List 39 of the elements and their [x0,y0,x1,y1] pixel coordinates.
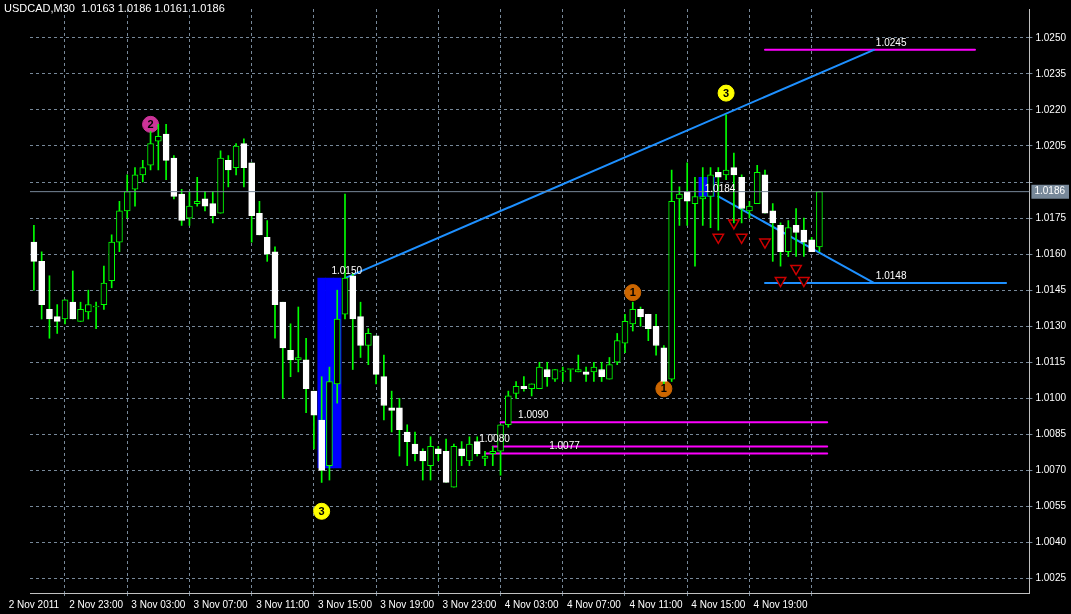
ref-line-label: 1.0186 [1034,185,1066,197]
y-tick-label: 1.0115 [1035,356,1066,368]
y-tick-label: 1.0220 [1035,103,1067,115]
annotation: 3 [318,504,325,517]
y-tick-label: 1.0040 [1035,536,1067,548]
annotation: 1 [660,382,667,395]
y-tick-label: 1.0130 [1035,319,1067,331]
x-tick-label: 4 Nov 07:00 [566,598,622,610]
annotation: 1.0148 [875,269,907,281]
y-tick-label: 1.0070 [1035,464,1067,476]
x-tick-label: 3 Nov 03:00 [131,598,186,610]
annotation: 3 [723,86,730,99]
y-tick-label: 1.0100 [1035,392,1067,404]
x-tick-label: 2 Nov 2011 [8,598,60,610]
annotation: 1.0077 [549,440,581,452]
annotation: 2 [147,117,154,130]
annotation: 1.0090 [518,409,550,421]
x-tick-label: 2 Nov 23:00 [69,598,124,610]
x-tick-label: 4 Nov 03:00 [504,598,560,610]
chart-title: USDCAD,M30 1.0163 1.0186 1.0161 1.0186 [4,2,225,14]
y-tick-label: 1.0160 [1035,247,1067,259]
x-tick-label: 4 Nov 11:00 [629,598,684,610]
y-tick-label: 1.0205 [1035,139,1067,151]
x-tick-label: 4 Nov 19:00 [753,598,808,610]
x-tick-label: 3 Nov 15:00 [318,598,373,610]
x-tick-label: 3 Nov 07:00 [193,598,248,610]
y-tick-label: 1.0055 [1035,500,1067,512]
annotation: 1 [629,286,636,299]
y-tick-label: 1.0085 [1035,428,1067,440]
annotation: 1.0245 [875,36,907,48]
x-tick-label: 3 Nov 19:00 [380,598,435,610]
y-tick-label: 1.0235 [1035,67,1067,79]
y-tick-label: 1.0145 [1035,283,1067,295]
y-tick-label: 1.0025 [1035,572,1067,584]
x-tick-label: 3 Nov 23:00 [442,598,497,610]
y-tick-label: 1.0175 [1035,211,1067,223]
x-tick-label: 3 Nov 11:00 [256,598,310,610]
y-tick-label: 1.0250 [1035,31,1067,43]
x-tick-label: 4 Nov 15:00 [691,598,746,610]
